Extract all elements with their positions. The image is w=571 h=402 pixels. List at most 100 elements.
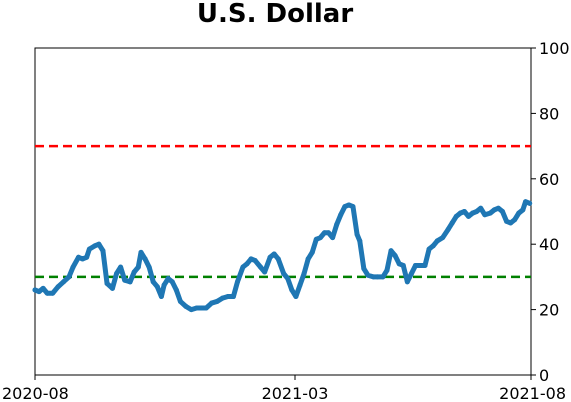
data-point [370, 274, 376, 280]
data-point [453, 213, 459, 219]
data-point [86, 246, 92, 252]
data-point [32, 287, 38, 293]
data-point [495, 205, 501, 211]
data-point [400, 262, 406, 268]
data-point [165, 276, 171, 282]
data-point [374, 274, 380, 280]
data-point [84, 254, 90, 260]
y-tick-label: 0 [539, 366, 549, 385]
data-point [422, 262, 428, 268]
data-point [440, 235, 446, 241]
data-point [234, 279, 240, 285]
data-point [361, 266, 367, 272]
data-point [346, 202, 352, 208]
data-point [169, 279, 175, 285]
data-point [445, 226, 451, 232]
data-point [183, 303, 189, 309]
data-point [461, 209, 467, 214]
data-point [418, 262, 424, 268]
data-point [334, 222, 340, 228]
y-tick-label: 100 [539, 39, 570, 58]
x-tick-label: 2021-03 [262, 384, 329, 402]
data-point [154, 284, 160, 290]
data-point [225, 294, 231, 300]
data-point [267, 254, 273, 260]
y-tick-label: 60 [539, 170, 559, 189]
data-point [44, 290, 50, 296]
data-point [230, 294, 236, 300]
data-point [508, 220, 514, 226]
data-point [330, 235, 336, 241]
data-point [104, 280, 110, 286]
reference-lines [35, 144, 531, 279]
data-point [135, 264, 141, 270]
data-point [258, 264, 264, 270]
data-point [317, 235, 323, 241]
data-point [158, 294, 164, 300]
y-tick-label: 40 [539, 235, 559, 254]
data-point [66, 274, 72, 280]
data-point [408, 271, 414, 277]
data-point [434, 238, 440, 244]
data-point [309, 249, 315, 255]
data-point [138, 249, 144, 255]
data-point [396, 261, 402, 267]
data-point [122, 277, 128, 283]
data-point [100, 248, 106, 254]
data-point [305, 256, 311, 262]
x-axis: 2020-08 2021-03 2021-08 [2, 375, 566, 402]
data-point [203, 305, 209, 311]
data-point [457, 210, 463, 216]
data-point [114, 271, 120, 277]
data-point [365, 272, 371, 278]
data-point [388, 248, 394, 254]
data-point [527, 200, 533, 206]
data-point [275, 256, 281, 262]
data-point [248, 256, 254, 262]
data-point [127, 279, 133, 285]
data-point [338, 212, 344, 218]
data-point [392, 253, 398, 259]
data-point [75, 254, 81, 260]
chart-title: U.S. Dollar [197, 0, 353, 29]
data-point [285, 276, 291, 282]
y-axis-right: 0 20 40 60 80 100 [531, 39, 570, 385]
data-point [252, 258, 258, 264]
data-point [109, 285, 115, 291]
data-point [96, 241, 102, 247]
data-point [281, 271, 287, 277]
data-point [262, 269, 268, 275]
data-point [504, 218, 510, 224]
data-point [512, 217, 518, 223]
data-point [161, 282, 167, 288]
data-point [36, 289, 42, 295]
y-tick-label: 20 [539, 301, 559, 320]
data-point [289, 287, 295, 293]
data-point [55, 284, 61, 290]
data-point [384, 267, 390, 273]
data-point [177, 298, 183, 304]
data-point [321, 230, 327, 236]
data-point [70, 264, 76, 270]
data-point [244, 261, 250, 267]
data-point [470, 210, 476, 216]
data-point [342, 204, 348, 210]
data-point [92, 243, 98, 249]
x-tick-label: 2020-08 [2, 384, 69, 402]
data-point [499, 209, 505, 214]
data-point [357, 238, 363, 244]
data-point [150, 279, 156, 285]
data-point [131, 269, 137, 275]
data-point [118, 264, 124, 270]
data-point [80, 256, 86, 262]
data-point [301, 271, 307, 277]
data-point [271, 251, 277, 257]
series-layer [32, 199, 533, 313]
data-point [487, 210, 493, 216]
data-point [146, 264, 152, 270]
data-point [465, 213, 471, 219]
data-point [173, 287, 179, 293]
data-point [313, 236, 319, 242]
data-point [240, 264, 246, 270]
